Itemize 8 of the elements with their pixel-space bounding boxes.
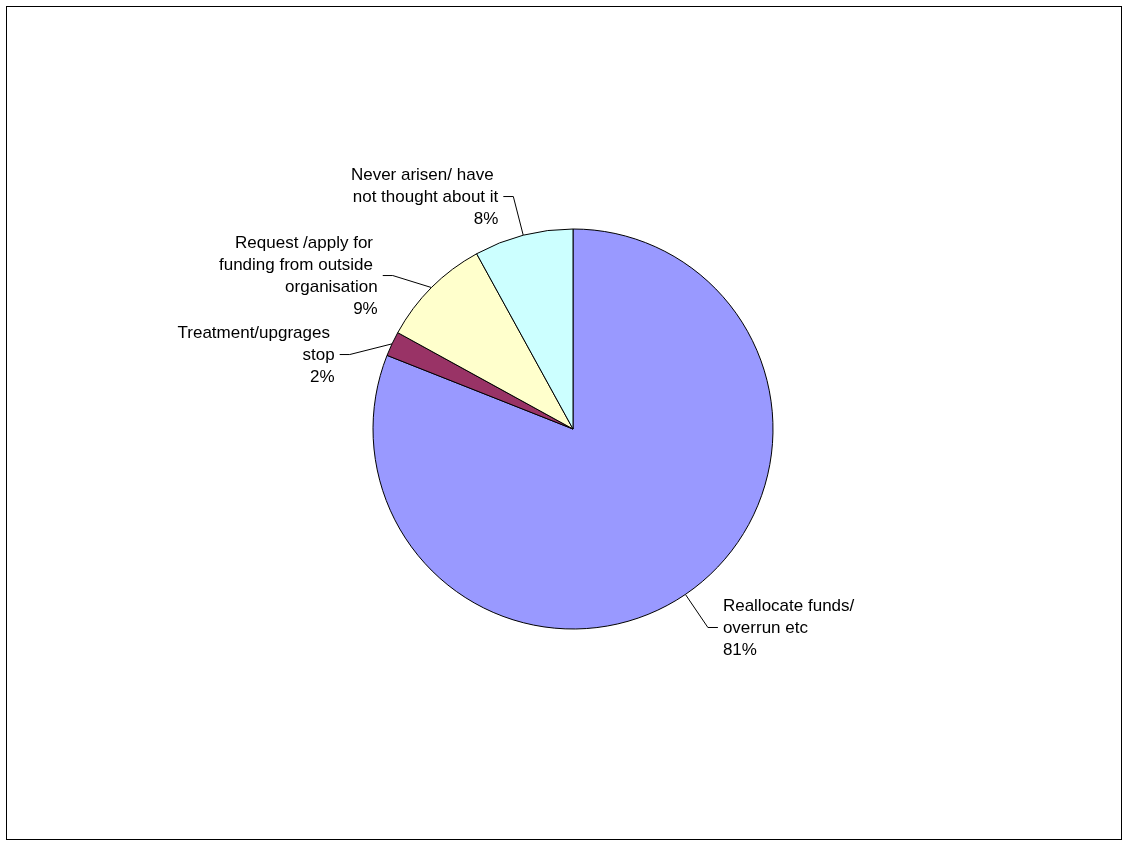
data-label: 2% [310,367,335,387]
data-label: 81% [722,640,757,659]
data-label: 9% [353,299,378,319]
slice-label: Request /apply for funding from outside organisation [218,233,378,297]
slice-label: Reallocate funds/ overrun etc [722,596,859,637]
slice-label: Never arisen/ have not thought about it [350,165,499,207]
data-label: 8% [473,209,499,229]
slice-label: Treatment/upgrages stop [177,323,335,365]
